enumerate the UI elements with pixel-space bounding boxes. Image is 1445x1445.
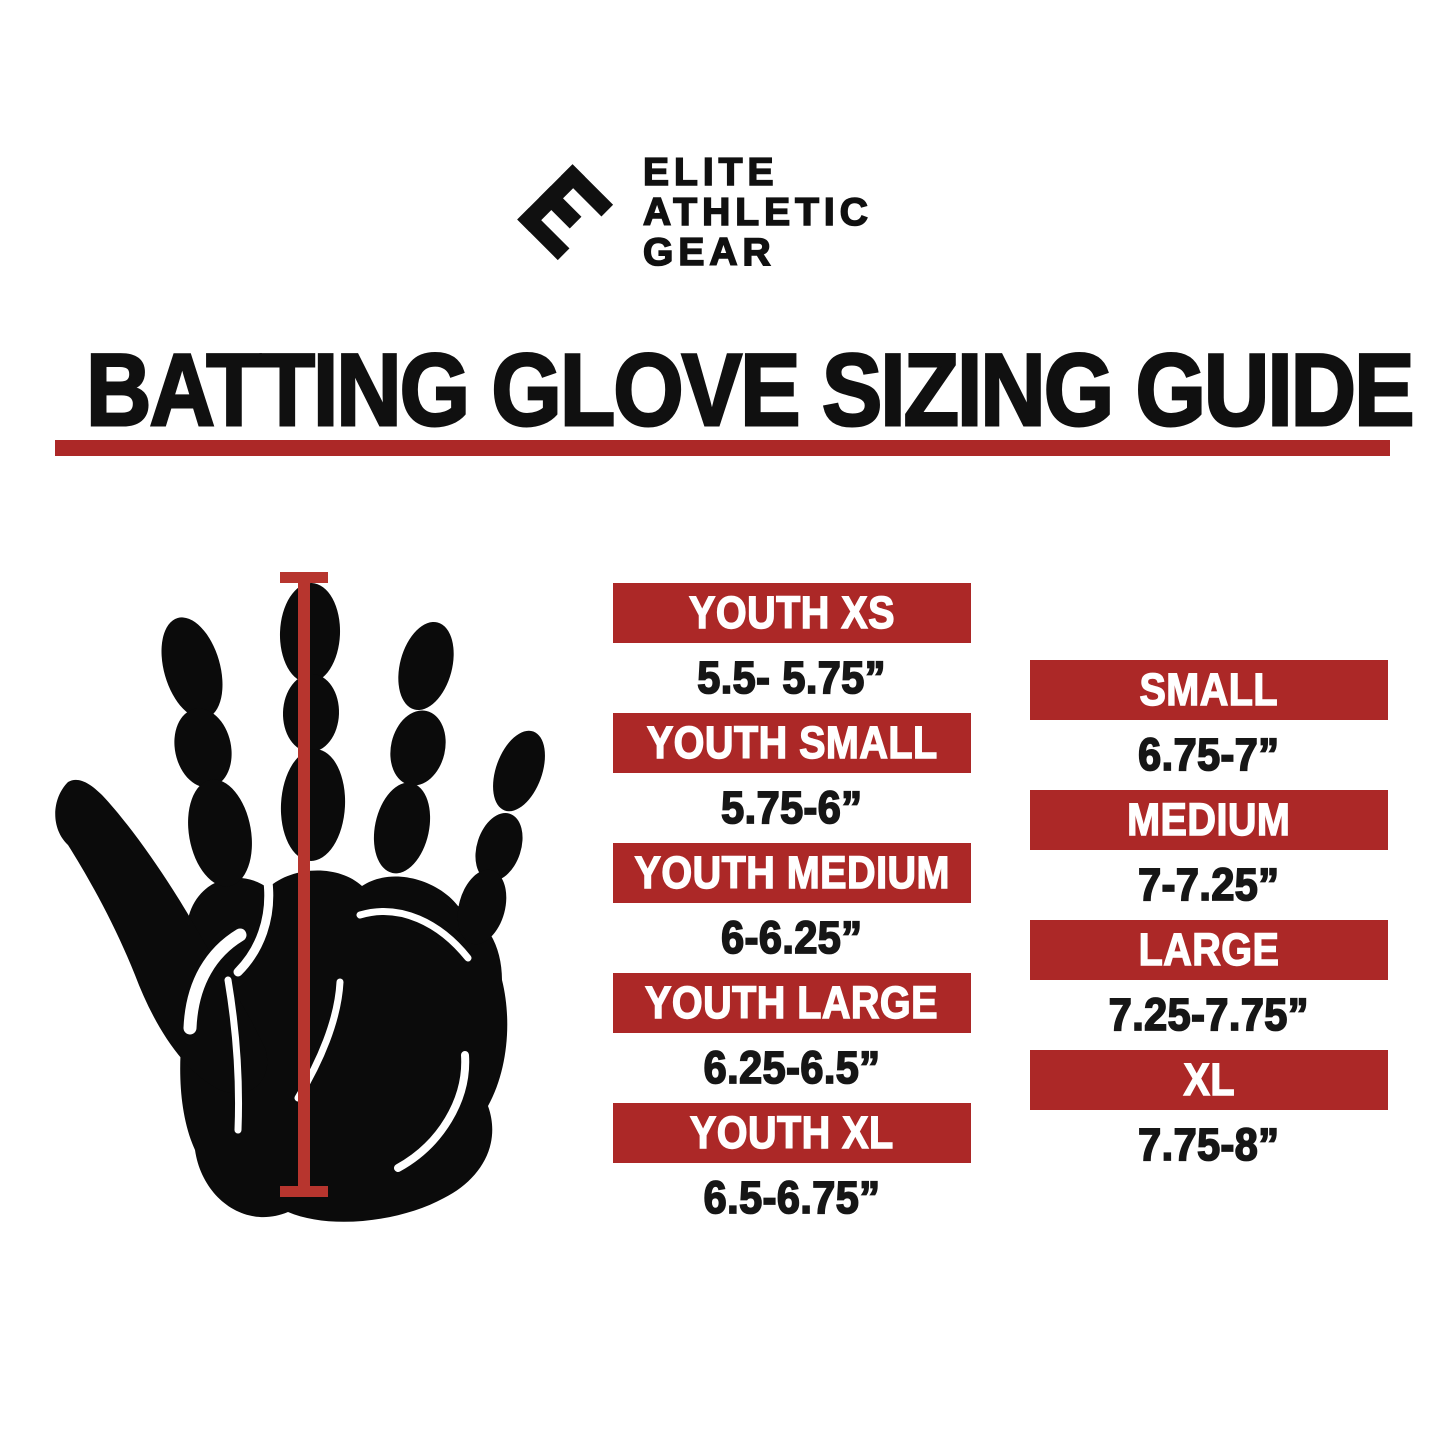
size-range: 7.25-7.75” xyxy=(1108,988,1310,1041)
brand-line-2: ATHLETIC xyxy=(642,191,873,234)
size-range: 5.5- 5.75” xyxy=(697,651,887,704)
size-banner-large: LARGE xyxy=(1030,920,1388,980)
size-label: YOUTH XL xyxy=(690,1106,895,1158)
adult-sizes-column: SMALL 6.75-7” MEDIUM 7-7.25” LARGE 7.25-… xyxy=(1030,660,1388,1180)
size-banner-xl: XL xyxy=(1030,1050,1388,1110)
size-banner-youth-medium: YOUTH MEDIUM xyxy=(613,843,971,903)
size-range: 7.75-8” xyxy=(1138,1118,1281,1171)
size-banner-small: SMALL xyxy=(1030,660,1388,720)
size-label: LARGE xyxy=(1138,923,1280,975)
size-range: 6-6.25” xyxy=(721,911,864,964)
logo-e-icon xyxy=(514,161,620,267)
vertical-measurement-line xyxy=(280,572,328,1197)
size-label: YOUTH LARGE xyxy=(645,976,939,1028)
size-label: MEDIUM xyxy=(1127,793,1291,845)
size-banner-medium: MEDIUM xyxy=(1030,790,1388,850)
size-label: SMALL xyxy=(1139,663,1279,715)
size-label: YOUTH XS xyxy=(688,586,895,638)
page-title-text: BATTING GLOVE SIZING GUIDE xyxy=(85,333,1416,447)
size-row: SMALL 6.75-7” xyxy=(1030,660,1388,790)
brand-line-3: GEAR xyxy=(642,231,776,274)
handprint-silhouette xyxy=(40,550,620,1250)
size-row: YOUTH LARGE 6.25-6.5” xyxy=(613,973,971,1103)
size-label: YOUTH MEDIUM xyxy=(634,846,950,898)
size-label: YOUTH SMALL xyxy=(646,716,938,768)
brand-line-1: ELITE xyxy=(642,151,779,194)
youth-sizes-column: YOUTH XS 5.5- 5.75” YOUTH SMALL 5.75-6” … xyxy=(613,583,971,1233)
size-range: 7-7.25” xyxy=(1138,858,1281,911)
size-range: 6.75-7” xyxy=(1138,728,1281,781)
title-underline-bar xyxy=(55,440,1390,456)
size-range: 6.5-6.75” xyxy=(703,1171,881,1224)
size-range: 6.25-6.5” xyxy=(703,1041,881,1094)
brand-wordmark: ELITE ATHLETIC GEAR xyxy=(642,151,873,274)
size-banner-youth-small: YOUTH SMALL xyxy=(613,713,971,773)
size-banner-youth-xs: YOUTH XS xyxy=(613,583,971,643)
size-row: YOUTH XS 5.5- 5.75” xyxy=(613,583,971,713)
size-range: 5.75-6” xyxy=(721,781,864,834)
size-row: XL 7.75-8” xyxy=(1030,1050,1388,1180)
size-row: YOUTH MEDIUM 6-6.25” xyxy=(613,843,971,973)
size-banner-youth-large: YOUTH LARGE xyxy=(613,973,971,1033)
size-row: MEDIUM 7-7.25” xyxy=(1030,790,1388,920)
page-title: BATTING GLOVE SIZING GUIDE xyxy=(0,333,1445,447)
size-row: LARGE 7.25-7.75” xyxy=(1030,920,1388,1050)
size-row: YOUTH SMALL 5.75-6” xyxy=(613,713,971,843)
size-row: YOUTH XL 6.5-6.75” xyxy=(613,1103,971,1233)
size-label: XL xyxy=(1183,1053,1235,1105)
size-banner-youth-xl: YOUTH XL xyxy=(613,1103,971,1163)
